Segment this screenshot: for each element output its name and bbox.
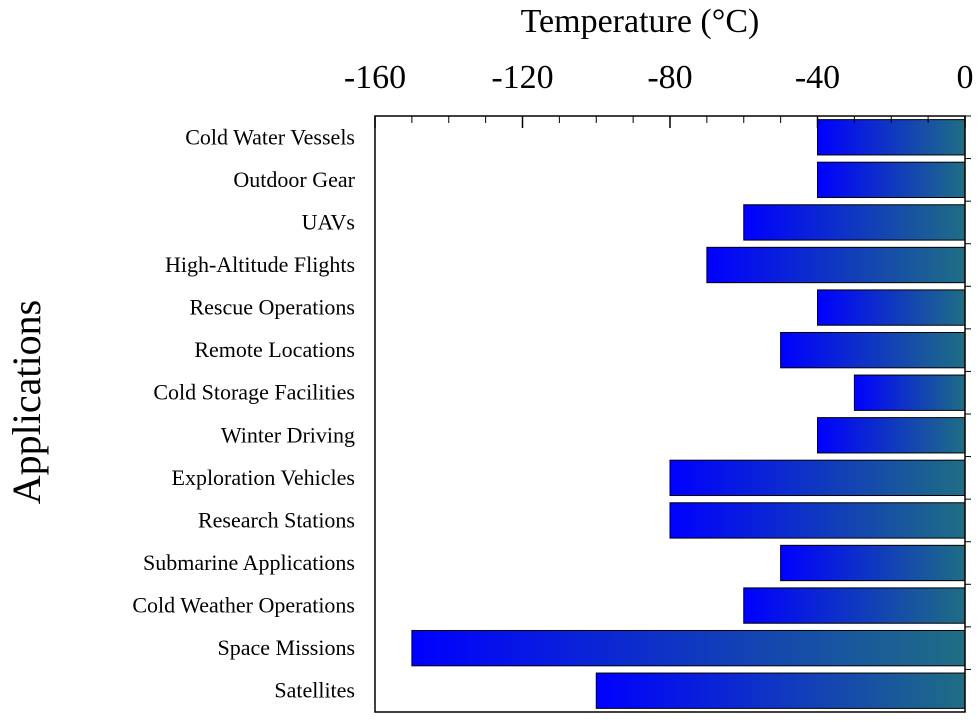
bar-7 [817, 417, 966, 454]
bars-group [411, 119, 966, 709]
bar-3 [706, 246, 966, 284]
bar-10 [780, 544, 966, 582]
bar-6 [853, 374, 966, 411]
x-axis-label: Temperature (°C) [521, 3, 760, 40]
y-axis-label: Applications [4, 300, 49, 504]
category-label: Research Stations [198, 507, 355, 532]
category-label: Space Missions [218, 635, 356, 660]
category-label: Cold Storage Facilities [153, 380, 355, 405]
plot-frame [374, 115, 966, 713]
category-label: Satellites [274, 678, 355, 703]
bar-1 [817, 161, 966, 199]
category-label: Exploration Vehicles [172, 465, 356, 490]
x-ticks-group: -160 -120 -80 -40 0 [344, 59, 974, 670]
category-label: Cold Weather Operations [132, 593, 355, 618]
category-label: Remote Locations [194, 337, 355, 362]
category-label: Outdoor Gear [233, 167, 355, 192]
category-label: UAVs [302, 209, 355, 234]
bar-11 [743, 587, 966, 624]
category-label: Winter Driving [221, 422, 355, 447]
category-label: Cold Water Vessels [185, 124, 355, 149]
bar-2 [743, 204, 966, 241]
x-tick-label: -80 [647, 59, 692, 96]
category-labels-group: Cold Water Vessels Outdoor Gear UAVs High-A… [132, 124, 355, 702]
x-tick-label: -160 [344, 59, 406, 96]
bar-12 [411, 629, 966, 667]
x-tick-label: -120 [491, 59, 553, 96]
bar-0 [817, 119, 966, 156]
x-tick-label: 0 [957, 59, 974, 96]
bar-5 [780, 331, 966, 369]
category-label: Submarine Applications [143, 550, 355, 575]
bar-8 [669, 459, 966, 497]
bar-9 [669, 502, 966, 539]
bar-4 [817, 289, 966, 326]
x-tick-label: -40 [795, 59, 840, 96]
category-label: Rescue Operations [189, 295, 355, 320]
bar-13 [595, 672, 966, 709]
category-label: High-Altitude Flights [165, 252, 355, 277]
